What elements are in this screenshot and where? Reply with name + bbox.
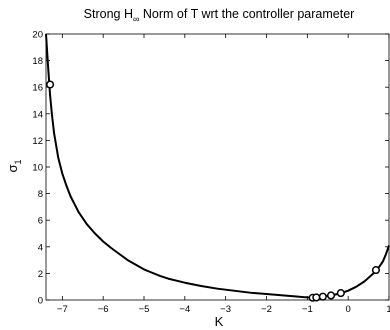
marker-point-4 (326, 291, 336, 300)
x-tick-label-5: −2 (261, 304, 272, 315)
x-tick-label-0: −7 (57, 304, 68, 315)
x-tick-label-7: 0 (346, 304, 351, 315)
y-tick-label-10: 20 (32, 30, 43, 41)
x-axis-label: K (215, 314, 224, 329)
x-tick-label-1: −6 (98, 304, 109, 315)
chart-title: Strong H∞ Norm of T wrt the controller p… (84, 7, 355, 24)
chart-title-suffix: Norm of T wrt the controller parameter (139, 7, 354, 21)
y-tick-label-3: 6 (38, 216, 43, 227)
marker-point-0 (46, 80, 55, 89)
y-tick-label-0: 0 (38, 296, 43, 307)
y-tick-label-6: 12 (32, 136, 43, 147)
y-tick-label-4: 8 (38, 189, 43, 200)
chart-title-subscript: ∞ (133, 14, 139, 24)
x-tick-label-2: −5 (139, 304, 150, 315)
marker-point-5 (336, 289, 345, 298)
y-tick-label-8: 16 (32, 83, 43, 94)
marker-point-3 (318, 292, 327, 301)
marker-point-2 (312, 293, 321, 302)
y-tick-label-7: 14 (32, 109, 43, 120)
marker-point-6 (371, 266, 380, 275)
series-line-0 (45, 33, 390, 299)
x-tick-label-3: −4 (179, 304, 190, 315)
y-axis-label-subscript: 1 (13, 159, 23, 164)
y-axis-label-main: σ (5, 164, 20, 172)
x-tick-label-8: 1 (386, 304, 390, 315)
y-tick-label-9: 18 (32, 56, 43, 67)
chart-title-prefix: Strong H (84, 7, 133, 21)
plot-frame (45, 33, 390, 301)
y-tick-label-2: 4 (38, 242, 43, 253)
y-tick-label-1: 2 (38, 269, 43, 280)
y-axis-label: σ1 (5, 159, 23, 172)
x-tick-label-6: −1 (302, 304, 313, 315)
y-tick-label-5: 10 (32, 163, 43, 174)
x-tick-label-4: −3 (220, 304, 231, 315)
